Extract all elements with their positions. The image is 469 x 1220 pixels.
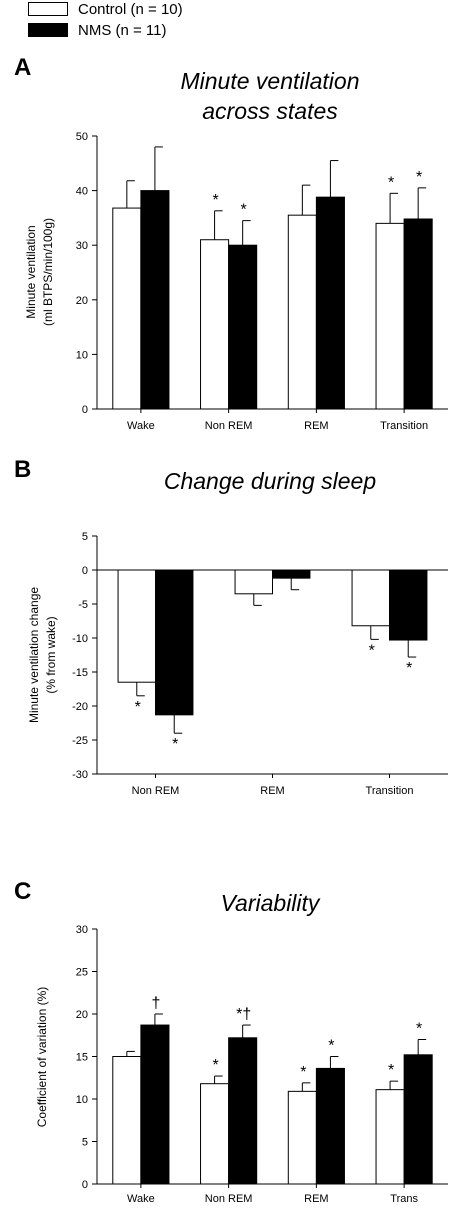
bar [375, 1089, 405, 1185]
panel-b-title-line-1: Change during sleep [163, 468, 377, 494]
legend-label-control: Control (n = 10) [78, 1, 183, 18]
chart-b: -30 -25 -20 -15 -10 -5 0 5 Minute ventilation ch… [27, 531, 448, 797]
bar [272, 569, 311, 579]
legend-swatch-control [28, 2, 68, 16]
panel-b-title: Change during sleep [120, 466, 420, 496]
bar [112, 207, 142, 410]
x-tick-label: Wake [127, 1193, 155, 1205]
y-tick-label: -10 [72, 633, 88, 645]
bar [200, 239, 230, 410]
significance-marker: *† [236, 1006, 251, 1023]
x-tick-label: Transition [366, 785, 414, 797]
bar [117, 569, 156, 683]
y-tick-label: 15 [76, 1052, 88, 1064]
panel-letter-b: B [14, 456, 32, 483]
bar [228, 1037, 258, 1185]
panel-letter-c: C [14, 878, 32, 905]
y-tick-label: -30 [72, 769, 88, 781]
y-tick-label: -20 [72, 701, 88, 713]
y-tick-label: 40 [76, 186, 88, 198]
y-axis-label: Minute ventilation [24, 225, 38, 318]
significance-marker: * [328, 1038, 334, 1055]
y-tick-label: 10 [76, 1094, 88, 1106]
bar [315, 196, 345, 410]
bar [287, 1090, 317, 1185]
legend-item-nms: NMS (n = 11) [28, 21, 248, 40]
panel-letter-a: A [14, 54, 32, 81]
significance-marker: * [212, 192, 218, 209]
y-tick-label: 20 [76, 295, 88, 307]
bar [351, 569, 390, 627]
x-tick-label: REM [304, 420, 328, 432]
x-tick-label: REM [304, 1193, 328, 1205]
chart-c: 0 5 10 15 20 25 30 Coefficient of variation (%)… [35, 924, 448, 1205]
legend: Control (n = 10) NMS (n = 11) [28, 0, 248, 42]
y-tick-label: 50 [76, 131, 88, 143]
y-tick-label: 0 [82, 565, 88, 577]
x-tick-label: Wake [127, 420, 155, 432]
significance-marker: * [369, 642, 375, 659]
bar [200, 1083, 230, 1185]
significance-marker: * [388, 174, 394, 191]
x-tick-label: Transition [380, 420, 428, 432]
y-tick-label: 0 [82, 1179, 88, 1191]
significance-marker: * [416, 169, 422, 186]
y-axis-label: (ml BTPS/min/100g) [41, 218, 55, 326]
bar [403, 1054, 433, 1185]
panel-a-title: Minute ventilation across states [140, 66, 400, 126]
y-tick-label: 5 [82, 1137, 88, 1149]
bar [389, 569, 428, 641]
bar [228, 244, 258, 410]
y-tick-label: 20 [76, 1009, 88, 1021]
y-axis-label: Coefficient of variation (%) [35, 987, 49, 1128]
x-tick-label: Non REM [205, 1193, 253, 1205]
chart-a: 0 10 20 30 40 50 Minute ventilation (ml BTPS/mi… [24, 131, 448, 432]
significance-marker: † [151, 995, 160, 1012]
y-tick-label: 5 [82, 531, 88, 543]
significance-marker: * [212, 1057, 218, 1074]
bar [155, 569, 194, 716]
y-axis-label: Minute ventilation change [27, 587, 41, 723]
significance-marker: * [416, 1021, 422, 1038]
panel-a-title-line-1: Minute ventilation [180, 68, 360, 94]
bar [375, 222, 405, 410]
y-tick-label: -5 [78, 599, 88, 611]
x-tick-label: Non REM [132, 785, 180, 797]
significance-marker: * [388, 1062, 394, 1079]
legend-swatch-nms [28, 23, 68, 37]
bar [112, 1056, 142, 1185]
significance-marker: * [241, 202, 247, 219]
y-tick-label: 10 [76, 349, 88, 361]
x-tick-label: Trans [390, 1193, 418, 1205]
significance-marker: * [135, 699, 141, 716]
legend-label-nms: NMS (n = 11) [78, 22, 167, 39]
y-tick-label: -15 [72, 667, 88, 679]
significance-marker: * [406, 660, 412, 677]
significance-marker: * [172, 736, 178, 753]
bar [140, 1024, 170, 1185]
significance-marker: * [300, 1064, 306, 1081]
panel-a-title-line-2: across states [202, 98, 338, 124]
panel-c-title-line-1: Variability [220, 890, 320, 916]
y-tick-label: -25 [72, 735, 88, 747]
y-tick-label: 25 [76, 967, 88, 979]
y-axis-label: (% from wake) [44, 616, 58, 693]
bar [403, 218, 433, 410]
y-tick-label: 0 [82, 404, 88, 416]
panel-c-title: Variability [140, 888, 400, 918]
bar [140, 190, 170, 410]
bar [234, 569, 273, 595]
x-tick-label: Non REM [205, 420, 253, 432]
y-tick-label: 30 [76, 924, 88, 936]
x-tick-label: REM [260, 785, 284, 797]
bar [315, 1067, 345, 1185]
y-tick-label: 30 [76, 240, 88, 252]
legend-item-control: Control (n = 10) [28, 0, 248, 19]
bar [287, 214, 317, 410]
